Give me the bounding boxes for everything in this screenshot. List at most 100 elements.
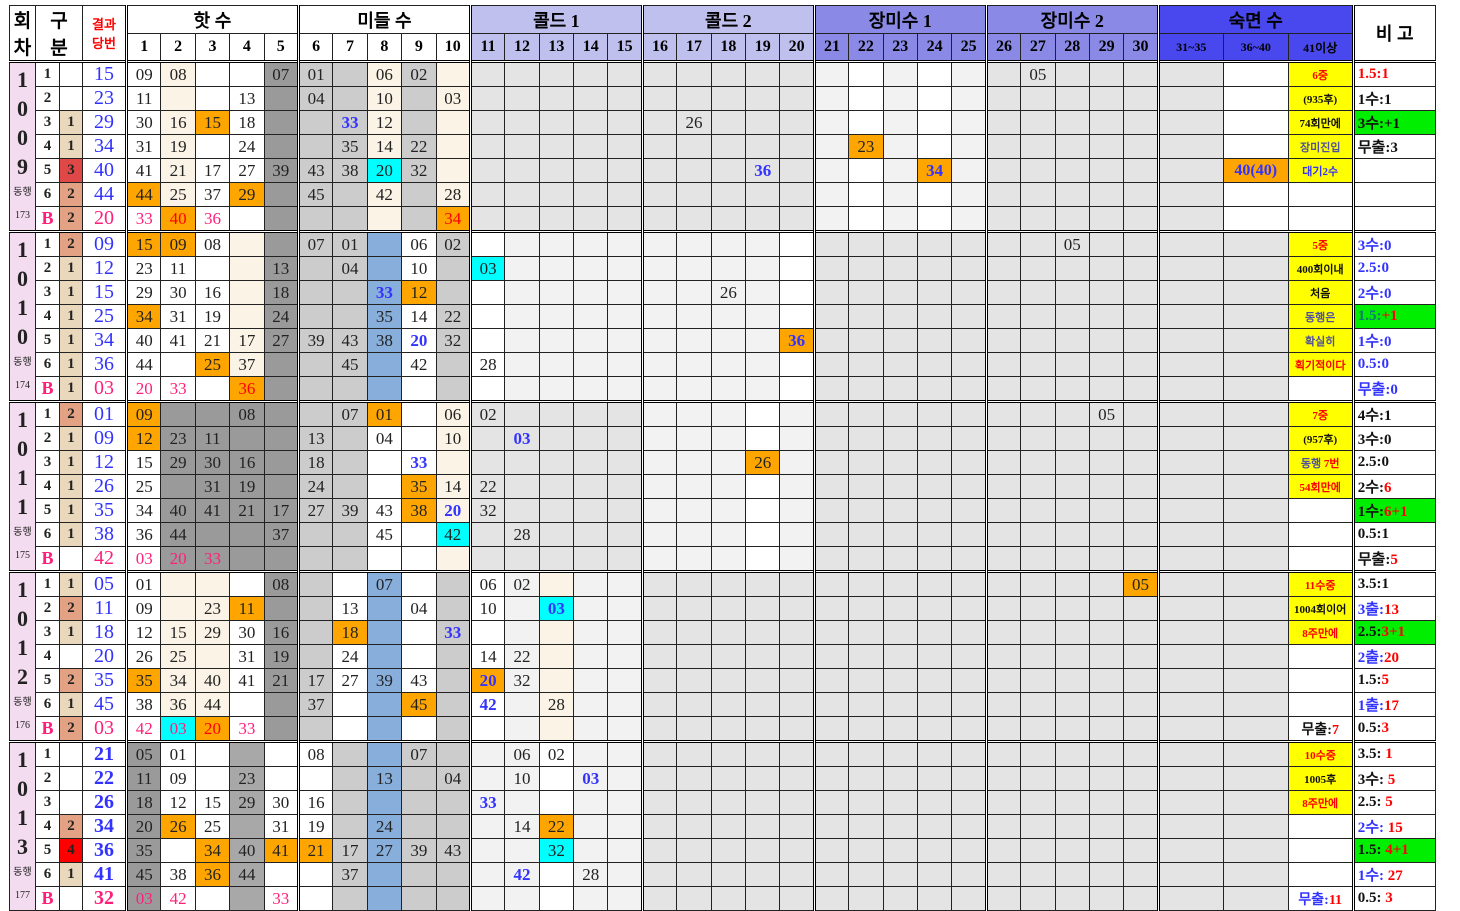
empty-cell <box>1222 110 1289 135</box>
empty-cell <box>401 86 437 111</box>
empty-cell <box>1156 352 1224 377</box>
row-count: 1 <box>59 110 83 135</box>
row-label: 6 <box>35 182 60 207</box>
remark-text: 2수: <box>1357 480 1385 496</box>
empty-cell <box>607 280 643 305</box>
number-cell: 08 <box>194 230 231 257</box>
empty-cell <box>951 400 987 427</box>
row-count: 2 <box>59 596 83 621</box>
remark-cell <box>1351 158 1436 183</box>
empty-cell <box>1054 766 1090 791</box>
empty-cell <box>504 256 540 281</box>
empty-cell <box>916 60 953 87</box>
empty-cell <box>1222 620 1289 645</box>
number-cell: 15 <box>124 230 162 257</box>
empty-cell <box>194 644 231 669</box>
empty-cell <box>676 328 712 353</box>
empty-cell <box>504 352 540 377</box>
number-cell: 18 <box>332 620 368 645</box>
remark-text: 0.5:0 <box>1357 356 1389 372</box>
empty-cell <box>1088 60 1125 87</box>
empty-cell <box>1088 644 1125 669</box>
row-label: 4 <box>35 474 60 499</box>
empty-cell <box>1156 716 1224 742</box>
round-tag: 동행 <box>13 867 32 878</box>
empty-cell <box>745 668 781 693</box>
note-text: (935후) <box>1303 93 1338 106</box>
empty-cell <box>366 692 403 717</box>
empty-cell <box>1088 596 1125 621</box>
empty-cell <box>607 498 643 523</box>
empty-cell <box>607 692 643 717</box>
remark-cell: 0.5:3 <box>1351 716 1436 742</box>
empty-cell <box>882 692 918 717</box>
remark-text: 15 <box>1387 820 1403 836</box>
empty-cell <box>779 182 815 207</box>
number-cell: 34 <box>194 838 231 863</box>
empty-cell <box>538 766 575 791</box>
empty-cell <box>984 328 1022 353</box>
empty-cell <box>435 886 471 911</box>
empty-cell <box>229 230 265 257</box>
empty-cell <box>366 230 403 257</box>
number-cell: 31 <box>124 134 162 159</box>
remark-cell: 무출:3 <box>1351 134 1436 159</box>
empty-cell <box>435 570 471 597</box>
empty-cell <box>1222 790 1289 815</box>
empty-cell <box>194 60 231 87</box>
empty-cell <box>916 426 953 451</box>
number-cell: 32 <box>435 328 471 353</box>
empty-cell <box>1054 716 1090 742</box>
number-cell: 43 <box>435 838 471 863</box>
empty-cell <box>812 740 850 767</box>
empty-cell <box>1054 814 1090 839</box>
number-cell: 26 <box>124 644 162 669</box>
number-cell: 18 <box>229 110 265 135</box>
row-label: 2 <box>35 256 60 281</box>
winning-number: 01 <box>82 400 127 427</box>
empty-cell <box>538 862 575 887</box>
number-cell: 42 <box>401 352 437 377</box>
remark-cell: 3수: 5 <box>1351 766 1436 791</box>
empty-cell <box>1123 206 1159 232</box>
empty-cell <box>882 400 918 427</box>
empty-cell <box>1020 450 1056 475</box>
empty-cell <box>640 498 678 523</box>
empty-cell <box>812 522 850 547</box>
empty-cell <box>1123 134 1159 159</box>
note-cell <box>1287 522 1354 547</box>
empty-cell <box>882 280 918 305</box>
empty-cell <box>1020 596 1056 621</box>
remark-text: 1.5: <box>1357 672 1382 688</box>
empty-cell <box>332 86 368 111</box>
empty-cell <box>676 280 712 305</box>
number-cell: 45 <box>296 182 334 207</box>
empty-cell <box>812 766 850 791</box>
number-cell: 41 <box>194 498 231 523</box>
note-cell: 1004회이어 <box>1287 596 1354 621</box>
note-cell: 장미진입 <box>1287 134 1354 159</box>
number-cell: 03 <box>538 596 575 621</box>
empty-cell <box>951 60 987 87</box>
remark-text: 0.5: <box>1357 720 1382 736</box>
empty-cell <box>710 376 747 402</box>
number-cell: 40(40) <box>1222 158 1289 183</box>
empty-cell <box>1088 886 1125 911</box>
empty-cell <box>951 474 987 499</box>
empty-cell <box>916 692 953 717</box>
winning-number: 32 <box>82 886 127 911</box>
empty-cell <box>882 886 918 911</box>
empty-cell <box>1054 426 1090 451</box>
empty-cell <box>951 644 987 669</box>
empty-cell <box>1088 474 1125 499</box>
empty-cell <box>745 426 781 451</box>
row-count: 1 <box>59 692 83 717</box>
number-cell: 44 <box>194 692 231 717</box>
empty-cell <box>1222 256 1289 281</box>
number-cell: 19 <box>263 644 299 669</box>
winning-number: 20 <box>82 644 127 669</box>
empty-cell <box>1020 692 1056 717</box>
empty-cell <box>812 498 850 523</box>
empty-cell <box>1054 280 1090 305</box>
empty-cell <box>984 596 1022 621</box>
